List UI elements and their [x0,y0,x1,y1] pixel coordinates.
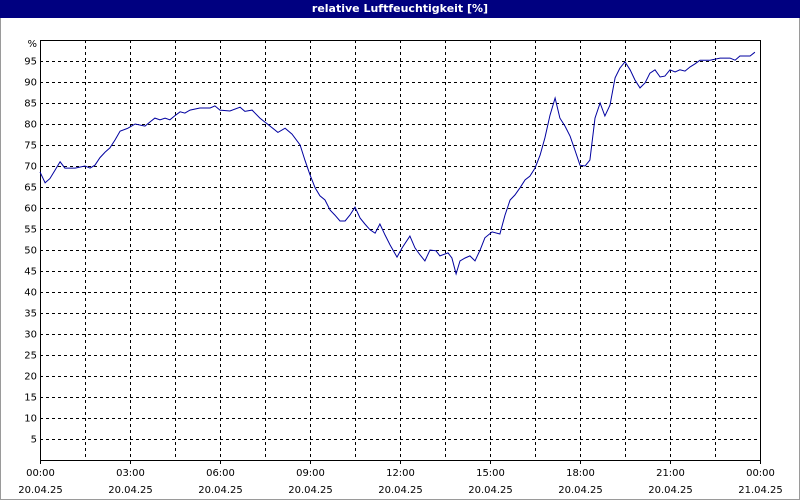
x-tick-label: 09:00 [296,468,325,479]
x-tick-label: 21.04.25 [738,485,783,496]
y-tick-label: 25 [24,351,37,362]
plot-border [40,40,761,461]
y-tick-label: 50 [24,246,37,257]
x-tick-label: 20.04.25 [108,485,153,496]
x-tick-label: 12:00 [386,468,415,479]
x-tick-label: 20.04.25 [378,485,423,496]
data-line [39,51,756,276]
y-tick-label: 60 [24,204,37,215]
y-tick-label: 65 [24,183,37,194]
y-tick-label: 55 [24,225,37,236]
x-tick-label: 15:00 [476,468,505,479]
y-tick-label: 30 [24,330,37,341]
y-tick-label: 90 [24,78,37,89]
y-tick-label: 85 [24,99,37,110]
chart-title: relative Luftfeuchtigkeit [%] [0,0,800,18]
x-tick-label: 20.04.25 [18,485,63,496]
y-tick-label: 95 [24,57,37,68]
x-tick-label: 00:00 [746,468,775,479]
x-tick-label: 20.04.25 [198,485,243,496]
y-tick-label: 40 [24,288,37,299]
y-axis-label: % [27,39,37,50]
y-tick-label: 20 [24,372,37,383]
x-tick-label: 20.04.25 [468,485,513,496]
y-tick-label: 45 [24,267,37,278]
x-tick-label: 00:00 [26,468,55,479]
x-tick-label: 03:00 [116,468,145,479]
x-tick-label: 18:00 [566,468,595,479]
x-tick-label: 21:00 [656,468,685,479]
y-tick-label: 15 [24,393,37,404]
x-tick-label: 20.04.25 [648,485,693,496]
y-tick-label: 10 [24,414,37,425]
x-tick-label: 20.04.25 [288,485,333,496]
y-tick-label: 35 [24,309,37,320]
y-tick-label: 5 [31,435,37,446]
y-tick-label: 75 [24,141,37,152]
y-tick-label: 80 [24,120,37,131]
x-tick-label: 06:00 [206,468,235,479]
x-tick-label: 20.04.25 [558,485,603,496]
y-tick-label: 70 [24,162,37,173]
